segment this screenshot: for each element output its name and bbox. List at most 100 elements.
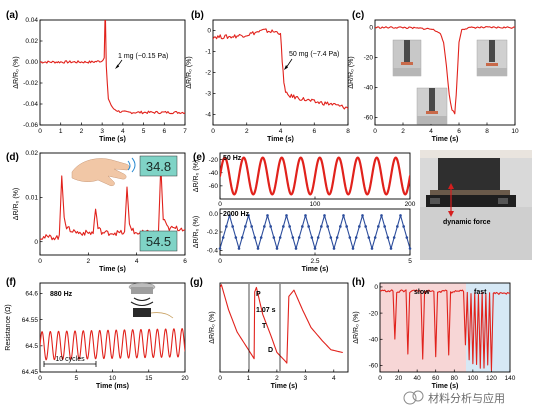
panel-b-ylabel: ΔR/R₀ (%)	[186, 56, 193, 88]
panel-e-bottom-marker-41	[348, 236, 352, 239]
panel-a-ytick-label-3: -0.02	[23, 80, 38, 87]
panel-h-xtick-label-7: 140	[505, 375, 516, 382]
panel-f-ylabel: Resistance (Ω)	[5, 304, 12, 350]
panel-e-bottom-marker-10	[250, 225, 253, 228]
panel-e-bottom-freq-label: 2000 Hz	[223, 211, 250, 218]
panel-c-xtick-label-2: 4	[429, 128, 433, 135]
panel-e-bottom-marker-59	[405, 236, 409, 239]
panel-h-xtick-label-1: 20	[395, 375, 403, 382]
panel-e-bottom-marker-24	[294, 247, 298, 250]
panel-a-arrowhead	[115, 64, 120, 69]
panel-d-lcd-top: 34.8	[139, 155, 178, 177]
panel-g-xtick-label-2: 2	[275, 375, 279, 382]
panel-f-xtick-label-2: 10	[109, 375, 117, 382]
panel-e-bottom-marker-21	[285, 214, 288, 217]
panel-e-bottom-marker-46	[364, 225, 367, 228]
panel-b-label: (b)	[191, 10, 204, 21]
panel-g-label-p: P	[256, 291, 261, 298]
panel-d-xlabel: Time (s)	[99, 266, 126, 273]
panel-e-bottom-marker-20	[282, 225, 285, 228]
panel-e-top-xtick-label-2: 200	[405, 201, 416, 208]
panel-f-ytick-label-2: 64.5	[25, 343, 38, 350]
panel-a-xtick-label-0: 0	[38, 128, 42, 135]
panel-e-bottom-marker-7	[240, 236, 244, 239]
panel-e-bottom-marker-4	[231, 225, 234, 228]
panel-g-xtick-label-4: 4	[332, 375, 336, 382]
panel-e-bottom-marker-37	[335, 236, 339, 239]
panel-b-xtick-label-1: 2	[245, 128, 249, 135]
panel-h-ylabel: ΔR/R₀ (%)	[353, 311, 360, 343]
panel-c-ytick-label-1: -20	[364, 55, 374, 62]
panel-f-ytick-label-1: 64.55	[22, 317, 39, 324]
panel-a-xtick-label-5: 5	[142, 128, 146, 135]
panel-c-xtick-label-3: 6	[457, 128, 461, 135]
panel-e-top-ylabel: ΔR/R₀ (%)	[193, 160, 200, 192]
panel-f-xtick-label-1: 5	[74, 375, 78, 382]
panel-a-xtick-label-6: 6	[162, 128, 166, 135]
panel-e-bottom-marker-16	[269, 225, 272, 228]
panel-g-ylabel: ΔR/R₀ (%)	[209, 311, 216, 343]
panel-e-bottom-xtick-label-2: 5	[408, 258, 412, 265]
panel-f-speaker-inset	[128, 282, 174, 319]
panel-a-xlabel: Time (s)	[99, 136, 126, 143]
panel-e-bottom-marker-32	[320, 225, 323, 228]
panel-b-xlabel: Time (s)	[267, 136, 294, 143]
panel-e-bottom-marker-17	[272, 236, 276, 239]
panel-e-shaker-photo: dynamic force	[420, 150, 532, 260]
panel-d-label: (d)	[6, 152, 19, 163]
panel-b-arrowhead	[284, 65, 288, 70]
panel-a-xtick-label-7: 7	[183, 128, 187, 135]
panel-e-bottom-marker-52	[383, 225, 386, 228]
panel-b-series-0	[213, 28, 348, 110]
panel-f-ytick-label-3: 64.45	[22, 369, 39, 376]
panel-e-bottom-ytick-label-1: -0.2	[207, 229, 219, 236]
panel-e-bottom-marker-18	[275, 247, 279, 250]
panel-e-bottom-xlabel: Time (s)	[302, 266, 329, 273]
panel-e-bottom-marker-48	[370, 247, 374, 250]
panel-b-ytick-label-1: -1	[205, 49, 211, 56]
panel-e-bottom-xtick-label-0: 0	[218, 258, 222, 265]
panel-e-bottom-marker-56	[396, 225, 399, 228]
panel-e-bottom-marker-22	[288, 225, 291, 228]
panel-e-bottom-marker-9	[247, 214, 250, 217]
panel-h-xtick-label-4: 80	[451, 375, 459, 382]
panel-f-label: (f)	[6, 277, 16, 288]
panel-c-axes: 0 2 4 6 8 10 0 -20 -40 -60 Time (s) ΔR/R₀ (%)	[348, 25, 519, 143]
panel-c-ytick-label-2: -40	[364, 85, 374, 92]
panel-e-bottom-marker-55	[392, 236, 396, 239]
panel-a-frame	[39, 19, 186, 126]
panel-a-ytick-label-1: 0.02	[25, 38, 38, 45]
panel-h-slow-label: slow	[414, 289, 430, 296]
panel-e-bottom-marker-30	[313, 247, 317, 250]
panel-b-xtick-label-4: 8	[346, 128, 350, 135]
panel-d-hand-inset	[71, 157, 136, 187]
panel-h-series-0	[380, 289, 510, 371]
panel-f-ytick-label-0: 64.6	[25, 291, 38, 298]
panel-e-bottom-marker-15	[266, 214, 269, 217]
panel-c-xlabel: Time (s)	[432, 136, 459, 143]
panel-b-ytick-label-0: 0	[207, 28, 211, 35]
panel-d-lcd-top-value: 34.8	[146, 159, 171, 174]
panel-g-series-0	[220, 284, 343, 364]
panel-g-label-d: D	[268, 347, 273, 354]
panel-e-bottom-marker-26	[301, 225, 304, 228]
panel-c-xtick-label-0: 0	[373, 128, 377, 135]
panel-e-bottom-marker-35	[329, 236, 333, 239]
panel-d-lcd-bottom-value: 54.5	[146, 234, 171, 249]
panel-e-bottom-marker-40	[345, 225, 348, 228]
panel-e-bottom-marker-11	[253, 236, 257, 239]
panel-b-annotation: 50 mg (~7.4 Pa)	[289, 51, 339, 58]
panel-e-bottom-marker-54	[389, 247, 393, 250]
panel-e-bottom-marker-34	[326, 225, 329, 228]
panel-e-bottom-marker-28	[307, 225, 310, 228]
panel-c-ylabel: ΔR/R₀ (%)	[348, 56, 355, 88]
panel-e-bottom-marker-31	[316, 236, 320, 239]
panel-b-xtick-label-0: 0	[211, 128, 215, 135]
panel-g-label-t: T	[262, 323, 267, 330]
panel-e-bottom-marker-0	[218, 247, 222, 250]
panel-e-bottom-marker-42	[351, 247, 355, 250]
panel-h-xlabel: Time (s)	[432, 383, 459, 390]
panel-e-bottom-marker-8	[244, 225, 247, 228]
panel-e-bottom-marker-58	[402, 225, 405, 228]
panel-g-period-label: 1.07 s	[256, 307, 276, 314]
